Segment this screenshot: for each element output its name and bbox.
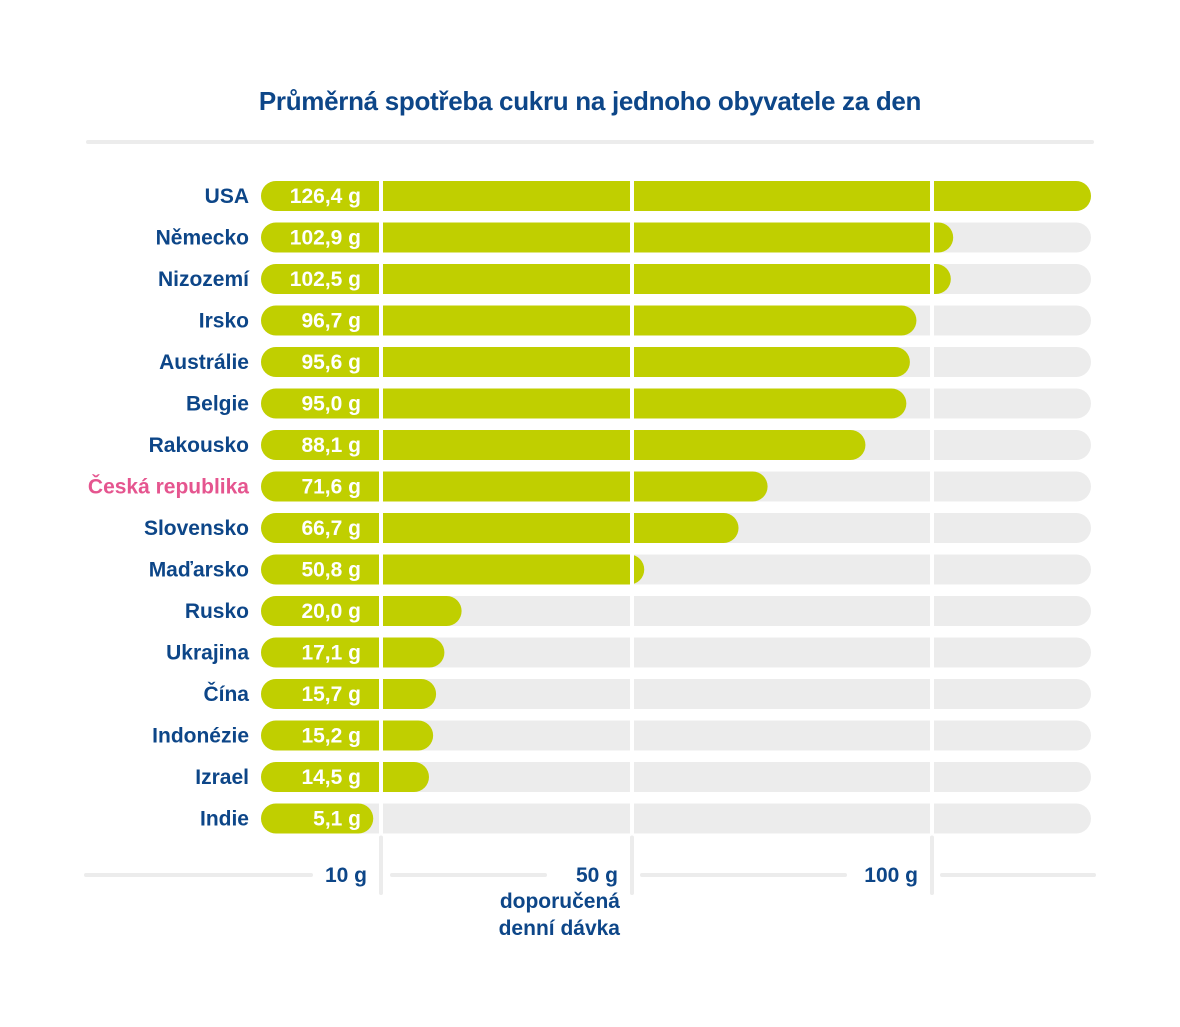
tick-label: 50 g (576, 864, 618, 887)
category-label: Austrálie (159, 351, 249, 374)
category-label: Indonézie (152, 725, 249, 748)
bar-track (261, 720, 1091, 751)
category-label: Rakousko (149, 434, 249, 457)
category-label: Belgie (186, 393, 249, 416)
category-label: Maďarsko (149, 559, 249, 582)
value-label: 102,9 g (290, 227, 361, 250)
bar-track (261, 637, 1091, 668)
value-label: 15,7 g (301, 683, 361, 706)
value-label: 95,6 g (301, 351, 361, 374)
category-label: USA (205, 185, 249, 208)
tick-label: 100 g (864, 864, 918, 887)
value-label: 15,2 g (301, 725, 361, 748)
category-label: Ukrajina (166, 642, 249, 665)
bar (261, 554, 645, 585)
value-label: 126,4 g (290, 185, 361, 208)
bar (261, 305, 917, 336)
value-label: 17,1 g (301, 642, 361, 665)
bar (261, 720, 434, 751)
category-label: Rusko (185, 600, 249, 623)
category-label: Slovensko (144, 517, 249, 540)
bar (261, 471, 768, 502)
bar (261, 803, 374, 834)
chart-title: Průměrná spotřeba cukru na jednoho obyva… (258, 86, 922, 116)
value-label: 71,6 g (301, 476, 361, 499)
value-label: 88,1 g (301, 434, 361, 457)
value-label: 96,7 g (301, 310, 361, 333)
value-label: 102,5 g (290, 268, 361, 291)
value-label: 95,0 g (301, 393, 361, 416)
bar (261, 181, 1091, 211)
category-label: Čína (203, 682, 249, 706)
category-label: Německo (156, 227, 249, 250)
value-label: 50,8 g (301, 559, 361, 582)
title-divider (86, 140, 1094, 144)
bar (261, 347, 910, 377)
bar (261, 679, 437, 709)
bar (261, 430, 866, 460)
tick-note: denní dávka (499, 917, 621, 940)
value-label: 20,0 g (301, 600, 361, 623)
value-label: 66,7 g (301, 517, 361, 540)
bar-track (261, 762, 1091, 792)
bar-track (261, 679, 1091, 709)
value-label: 5,1 g (313, 808, 361, 831)
bar (261, 264, 951, 294)
bar (261, 388, 907, 419)
bar (261, 637, 445, 668)
category-label: Irsko (199, 310, 249, 333)
tick-note: doporučená (500, 890, 620, 913)
category-label: Indie (200, 808, 249, 831)
bar-track (261, 803, 1091, 834)
bar (261, 222, 954, 253)
bar-track (261, 596, 1091, 626)
category-label-highlight: Česká republika (88, 475, 249, 499)
category-label: Izrael (195, 766, 249, 789)
category-label: Nizozemí (158, 268, 250, 291)
tick-label: 10 g (325, 864, 367, 887)
value-label: 14,5 g (301, 766, 361, 789)
bar (261, 596, 462, 626)
bar (261, 762, 429, 792)
